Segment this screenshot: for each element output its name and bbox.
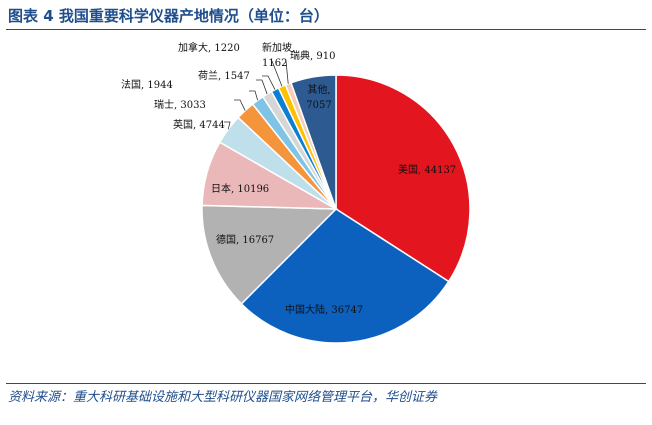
leader-line	[285, 60, 289, 84]
data-label: 荷兰, 1547	[198, 69, 250, 82]
leader-line	[256, 79, 268, 95]
data-label: 新加坡,	[262, 41, 295, 54]
data-label: 1162	[262, 58, 287, 69]
data-label: 英国, 4744	[173, 118, 225, 131]
data-label: 法国, 1944	[121, 78, 173, 91]
data-label: 美国, 44137	[398, 163, 456, 176]
leader-line	[271, 60, 283, 87]
pie-slice	[240, 208, 450, 344]
data-label: 日本, 10196	[211, 182, 269, 195]
footer-rule	[6, 383, 646, 384]
leader-line	[262, 75, 276, 90]
source-note: 资料来源：重大科研基础设施和大型科研仪器国家网络管理平台，华创证券	[8, 390, 438, 405]
data-label: 瑞士, 3033	[154, 98, 206, 111]
data-label: 其他,	[307, 83, 330, 96]
leader-line	[249, 90, 259, 101]
leader-line	[224, 121, 231, 130]
data-label: 加拿大, 1220	[178, 41, 240, 54]
data-label: 瑞典, 910	[290, 49, 335, 62]
chart-title: 图表 4 我国重要科学仪器产地情况（单位：台）	[8, 7, 329, 25]
pie-slice	[201, 204, 338, 305]
leader-line	[234, 99, 246, 111]
header-rule	[6, 29, 646, 30]
data-label: 中国大陆, 36747	[285, 303, 363, 316]
data-label: 德国, 16767	[216, 233, 274, 246]
data-label: 7057	[306, 100, 331, 111]
pie-slice	[290, 74, 337, 210]
